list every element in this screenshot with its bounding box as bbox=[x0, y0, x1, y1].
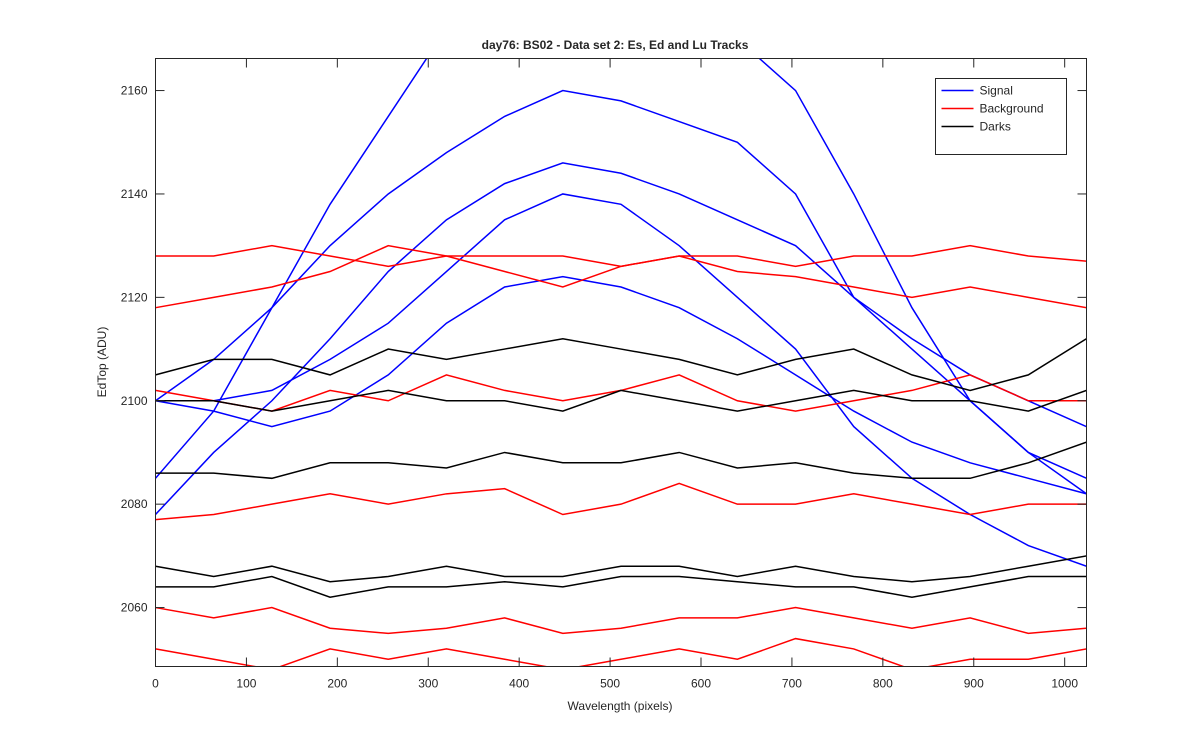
x-tick-label: 200 bbox=[327, 677, 347, 691]
y-tick-label: 2160 bbox=[121, 84, 148, 98]
x-tick-label: 1000 bbox=[1051, 677, 1078, 691]
x-tick-label: 900 bbox=[964, 677, 984, 691]
y-tick-label: 2080 bbox=[121, 497, 148, 511]
x-axis-label: Wavelength (pixels) bbox=[568, 699, 673, 713]
series-line bbox=[155, 275, 1086, 495]
y-tick-label: 2140 bbox=[121, 187, 148, 201]
legend-label: Darks bbox=[980, 120, 1011, 134]
x-tick-label: 100 bbox=[236, 677, 256, 691]
x-tick-label: 800 bbox=[873, 677, 893, 691]
x-tick-label: 400 bbox=[509, 677, 529, 691]
y-tick-label: 2060 bbox=[121, 601, 148, 615]
series-line bbox=[155, 606, 1086, 635]
x-tick-label: 300 bbox=[418, 677, 438, 691]
legend-label: Background bbox=[980, 102, 1044, 116]
series-line bbox=[155, 244, 1086, 309]
x-tick-label: 0 bbox=[152, 677, 159, 691]
series-line bbox=[155, 389, 1086, 412]
legend-label: Signal bbox=[980, 84, 1013, 98]
series-line bbox=[155, 441, 1086, 480]
chart-title: day76: BS02 - Data set 2: Es, Ed and Lu … bbox=[482, 38, 749, 52]
x-tick-label: 600 bbox=[691, 677, 711, 691]
series-line bbox=[155, 555, 1086, 583]
y-tick-label: 2100 bbox=[121, 394, 148, 408]
series-line bbox=[155, 575, 1086, 598]
y-tick-label: 2120 bbox=[121, 290, 148, 304]
series-line bbox=[155, 482, 1086, 521]
series-line bbox=[155, 89, 1086, 428]
series-line bbox=[155, 337, 1086, 392]
series-line bbox=[155, 637, 1086, 666]
series-line bbox=[155, 58, 1086, 495]
y-axis-label: EdTop (ADU) bbox=[95, 327, 109, 398]
x-tick-label: 500 bbox=[600, 677, 620, 691]
plot-lines bbox=[155, 58, 1086, 666]
plot-frame bbox=[155, 58, 1087, 667]
x-tick-label: 700 bbox=[782, 677, 802, 691]
series-line bbox=[155, 162, 1086, 516]
